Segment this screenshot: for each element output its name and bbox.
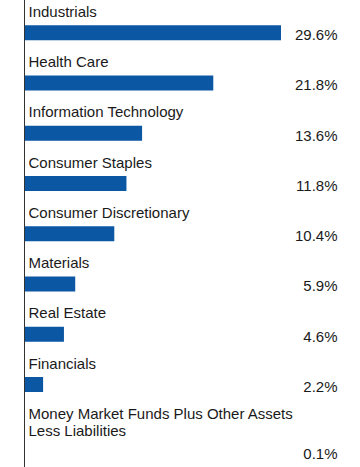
svg-text:Materials: Materials [29, 254, 90, 271]
svg-text:11.8%: 11.8% [296, 177, 337, 194]
svg-text:13.6%: 13.6% [295, 127, 338, 144]
svg-text:Real Estate: Real Estate [29, 304, 107, 321]
svg-text:Industrials: Industrials [29, 3, 97, 20]
svg-text:4.6%: 4.6% [303, 328, 337, 345]
svg-text:Information Technology: Information Technology [29, 103, 184, 120]
svg-text:21.8%: 21.8% [295, 76, 338, 93]
svg-text:0.1%: 0.1% [303, 445, 337, 462]
svg-text:Money Market Funds Plus Other: Money Market Funds Plus Other AssetsLess… [29, 405, 293, 439]
svg-text:5.9%: 5.9% [303, 277, 337, 294]
svg-text:29.6%: 29.6% [295, 26, 338, 43]
svg-text:10.4%: 10.4% [295, 227, 338, 244]
svg-text:Health Care: Health Care [29, 53, 109, 70]
svg-text:Financials: Financials [29, 354, 97, 371]
svg-text:2.2%: 2.2% [303, 378, 337, 395]
svg-text:Consumer Staples: Consumer Staples [29, 153, 152, 170]
svg-text:Consumer Discretionary: Consumer Discretionary [29, 204, 190, 221]
